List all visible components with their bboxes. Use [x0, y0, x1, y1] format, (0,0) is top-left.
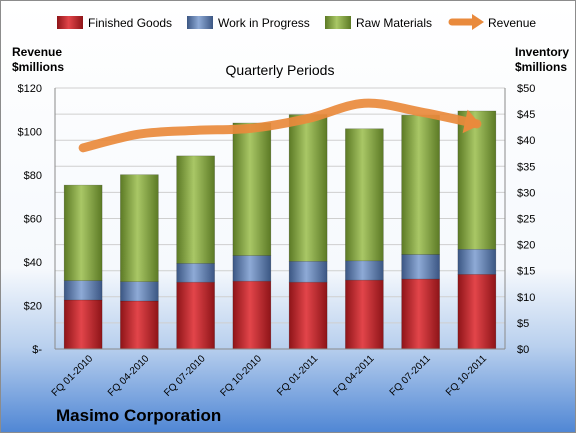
right-axis-title-line2: $millions — [515, 60, 567, 74]
legend-arrow-revenue — [472, 14, 484, 30]
revenue-line-arrowhead — [462, 109, 481, 134]
bar-raw-materials — [457, 110, 497, 250]
left-tick-label: $100 — [18, 127, 42, 139]
bar-work-in-progress — [345, 260, 384, 281]
bar-raw-materials — [232, 122, 272, 256]
left-tick-label: $40 — [24, 257, 42, 269]
left-axis-title-line1: Revenue — [12, 45, 62, 59]
bar-finished-goods — [288, 281, 328, 350]
bar-raw-materials — [401, 114, 440, 255]
left-tick-label: $20 — [24, 301, 42, 313]
legend-label-raw-materials: Raw Materials — [356, 16, 432, 30]
bar-work-in-progress — [401, 254, 440, 280]
bars-layer — [63, 110, 497, 350]
right-tick-label: $50 — [517, 83, 535, 95]
bar-raw-materials — [120, 174, 159, 282]
bar-work-in-progress — [457, 248, 497, 275]
right-tick-label: $30 — [517, 187, 535, 199]
legend-swatch-raw-materials — [325, 16, 351, 29]
left-tick-label: $60 — [24, 214, 42, 226]
right-tick-label: $20 — [517, 240, 535, 252]
bar-raw-materials — [288, 114, 328, 262]
legend-label-work-in-progress: Work in Progress — [218, 16, 310, 30]
legend-swatch-work-in-progress — [187, 16, 213, 29]
bar-finished-goods — [63, 299, 103, 350]
left-axis-title-line2: $millions — [12, 60, 64, 74]
bar-finished-goods — [232, 280, 272, 350]
bar-finished-goods — [345, 279, 384, 350]
bar-work-in-progress — [176, 263, 215, 283]
chart-title: Quarterly Periods — [226, 62, 335, 78]
revenue-line-layer — [78, 98, 482, 153]
right-tick-label: $35 — [517, 161, 535, 173]
bar-finished-goods — [457, 274, 497, 350]
left-tick-label: $80 — [24, 170, 42, 182]
right-axis-title-line1: Inventory — [515, 45, 569, 59]
company-name: Masimo Corporation — [56, 406, 221, 425]
right-tick-label: $25 — [517, 214, 535, 226]
bar-raw-materials — [176, 155, 215, 264]
bar-work-in-progress — [288, 261, 328, 283]
right-tick-label: $10 — [517, 292, 535, 304]
bar-work-in-progress — [232, 255, 272, 282]
legend: Finished Goods Work in Progress Raw Mate… — [57, 14, 536, 30]
legend-label-finished-goods: Finished Goods — [88, 16, 172, 30]
legend-label-revenue: Revenue — [488, 16, 536, 30]
right-tick-label: $5 — [517, 318, 529, 330]
bar-work-in-progress — [120, 281, 159, 302]
left-tick-label: $- — [32, 344, 42, 356]
bar-raw-materials — [345, 128, 384, 262]
bar-raw-materials — [63, 184, 103, 281]
right-tick-label: $15 — [517, 266, 535, 278]
bar-finished-goods — [120, 300, 159, 350]
bar-finished-goods — [176, 281, 215, 350]
revenue-line — [78, 98, 482, 153]
right-tick-label: $40 — [517, 135, 535, 147]
bar-work-in-progress — [63, 280, 103, 301]
right-tick-label: $45 — [517, 109, 535, 121]
right-tick-label: $0 — [517, 344, 529, 356]
bar-finished-goods — [401, 278, 440, 350]
legend-swatch-finished-goods — [57, 16, 83, 29]
left-tick-label: $120 — [18, 83, 42, 95]
